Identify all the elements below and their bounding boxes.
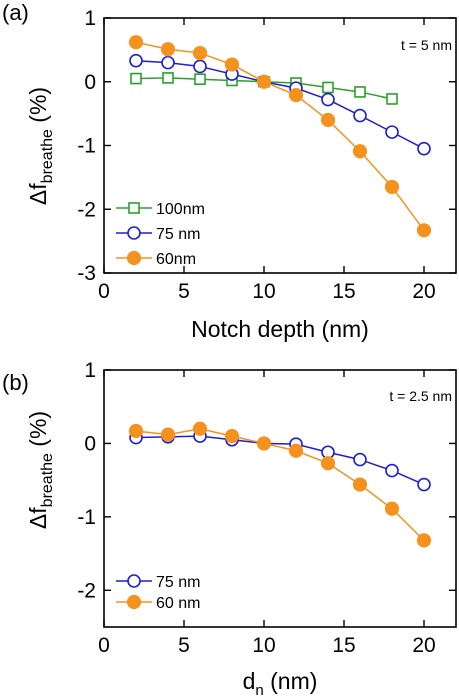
panel-a-point-60nm bbox=[192, 45, 208, 61]
panel-b-x-tick-label: 5 bbox=[178, 634, 190, 657]
panel-b-point-60nm bbox=[384, 501, 400, 516]
panel-b-series bbox=[128, 421, 432, 548]
panel-b-x-label-unit: (nm) bbox=[264, 668, 318, 694]
panel-a-y-tick-label: 1 bbox=[84, 7, 96, 30]
panel-b-x-label-main: d bbox=[243, 668, 256, 694]
panel-a-point-60nm bbox=[352, 144, 368, 159]
panel-a-point-60nm bbox=[416, 223, 432, 238]
panel-b-series-line-75nm bbox=[135, 435, 425, 486]
panel-a-point-75nm bbox=[417, 141, 431, 156]
panel-b-x-tick-label: 20 bbox=[412, 634, 435, 657]
panel-b-legend-marker-75nm bbox=[127, 574, 141, 588]
panel-b-y-tick-label: -2 bbox=[77, 579, 96, 602]
panel-b-y-label-main: Δf bbox=[25, 507, 51, 529]
panel-a-annotation: t = 5 nm bbox=[401, 37, 452, 53]
panel-a-y-tick-label: -3 bbox=[77, 262, 96, 285]
panel-a-x-tick-label: 20 bbox=[412, 280, 435, 303]
panel-a-legend: 100nm 75 nm 60nm bbox=[116, 201, 205, 268]
panel-a-y-label-unit: (%) bbox=[25, 87, 51, 129]
panel-a-x-tick-label: 15 bbox=[332, 280, 355, 303]
panel-a-legend-marker-100nm bbox=[128, 202, 140, 214]
panel-a-y-label-sub: breathe bbox=[39, 129, 56, 183]
panel-a-legend-label-75nm: 75 nm bbox=[156, 226, 200, 243]
panel-a-point-60nm bbox=[224, 57, 240, 72]
panel-b-plot-frame bbox=[103, 369, 457, 628]
panel-a-point-100nm bbox=[130, 72, 142, 85]
panel-b-point-75nm bbox=[417, 477, 431, 492]
panel-b-x-ticks: 0 5 10 15 20 bbox=[98, 370, 436, 657]
panel-a-point-60nm bbox=[256, 74, 272, 89]
panel-a: (a) t = 5 nm 0 5 10 15 20 -3 -2 -1 0 1 100nm 75 n… bbox=[2, 0, 457, 342]
panel-a-point-75nm bbox=[129, 53, 143, 68]
panel-a-point-75nm bbox=[385, 125, 399, 139]
panel-a-point-75nm bbox=[321, 92, 335, 107]
panel-b-label: (b) bbox=[2, 370, 29, 395]
panel-b-x-label: dn (nm) bbox=[243, 668, 318, 696]
panel-a-x-label: Notch depth (nm) bbox=[191, 316, 369, 342]
panel-b-x-tick-label: 15 bbox=[332, 634, 355, 657]
panel-b-y-label: Δfbreathe (%) bbox=[25, 411, 56, 529]
panel-a-y-label-main: Δf bbox=[25, 183, 51, 205]
panel-a-y-ticks: -3 -2 -1 0 1 bbox=[77, 7, 456, 285]
panel-a-x-ticks: 0 5 10 15 20 bbox=[98, 18, 436, 303]
panel-b-y-label-sub: breathe bbox=[39, 453, 56, 507]
panel-b-x-tick-label: 10 bbox=[252, 634, 275, 657]
panel-a-legend-marker-75nm bbox=[127, 226, 141, 240]
panel-b-y-ticks: -2 -1 0 1 bbox=[77, 359, 456, 602]
panel-a-y-tick-label: -1 bbox=[77, 135, 96, 158]
panel-a-x-tick-label: 0 bbox=[98, 280, 110, 303]
panel-b-series-line-60nm bbox=[135, 427, 425, 541]
panel-a-legend-marker-60nm bbox=[126, 250, 142, 266]
panel-a-point-60nm bbox=[320, 112, 336, 128]
panel-b-y-tick-label: -1 bbox=[77, 506, 96, 529]
panel-b-point-60nm bbox=[352, 477, 368, 492]
panel-a-x-tick-label: 5 bbox=[178, 280, 190, 303]
panel-a-legend-label-100nm: 100nm bbox=[156, 201, 205, 218]
panel-b-point-60nm bbox=[224, 428, 240, 444]
panel-a-series-line-60nm bbox=[135, 41, 425, 231]
panel-a-legend-label-60nm: 60nm bbox=[156, 251, 196, 268]
panel-b-point-60nm bbox=[320, 456, 336, 471]
panel-b-point-75nm bbox=[385, 463, 399, 478]
panel-a-point-60nm bbox=[288, 88, 304, 103]
panel-b-point-75nm bbox=[353, 452, 367, 467]
panel-b-legend-marker-60nm bbox=[126, 594, 142, 610]
panel-a-point-60nm bbox=[384, 179, 400, 195]
panel-b-y-tick-label: 0 bbox=[84, 432, 96, 455]
panel-a-point-75nm bbox=[193, 59, 207, 74]
panel-b-legend-label-75nm: 75 nm bbox=[156, 574, 200, 591]
panel-a-point-75nm bbox=[161, 55, 175, 70]
panel-a-point-100nm bbox=[322, 81, 334, 94]
panel-b-legend-label-60nm: 60 nm bbox=[156, 595, 200, 612]
panel-b-legend: 75 nm 60 nm bbox=[116, 574, 200, 612]
panel-a-point-75nm bbox=[353, 108, 367, 123]
panel-a-x-tick-label: 10 bbox=[252, 280, 275, 303]
panel-a-point-100nm bbox=[194, 73, 206, 85]
panel-b-point-60nm bbox=[416, 533, 432, 548]
panel-a-series-line-75nm bbox=[135, 59, 425, 150]
panel-b-y-tick-label: 1 bbox=[84, 359, 96, 382]
panel-b-x-label-sub: n bbox=[255, 682, 263, 696]
panel-b: (b) t = 2.5 nm 0 5 10 15 20 -2 -1 0 1 75 nm 60 n… bbox=[2, 359, 457, 696]
panel-a-series bbox=[128, 35, 432, 238]
panel-b-point-60nm bbox=[288, 443, 304, 458]
panel-b-point-60nm bbox=[160, 427, 176, 442]
panel-b-x-tick-label: 0 bbox=[98, 634, 110, 657]
panel-b-point-60nm bbox=[128, 423, 144, 439]
panel-a-y-label: Δfbreathe (%) bbox=[25, 87, 56, 205]
panel-b-y-label-unit: (%) bbox=[25, 411, 51, 453]
panel-a-y-tick-label: 0 bbox=[84, 71, 96, 94]
panel-a-label: (a) bbox=[2, 0, 29, 25]
panel-a-point-60nm bbox=[160, 42, 176, 57]
panel-b-point-60nm bbox=[192, 421, 208, 436]
panel-a-point-60nm bbox=[128, 35, 144, 50]
panel-b-annotation: t = 2.5 nm bbox=[389, 388, 452, 404]
panel-a-point-100nm bbox=[386, 93, 398, 105]
panel-a-y-tick-label: -2 bbox=[77, 198, 96, 221]
panel-a-point-100nm bbox=[354, 86, 366, 98]
panel-b-point-60nm bbox=[256, 436, 272, 451]
panel-a-point-100nm bbox=[162, 72, 174, 84]
